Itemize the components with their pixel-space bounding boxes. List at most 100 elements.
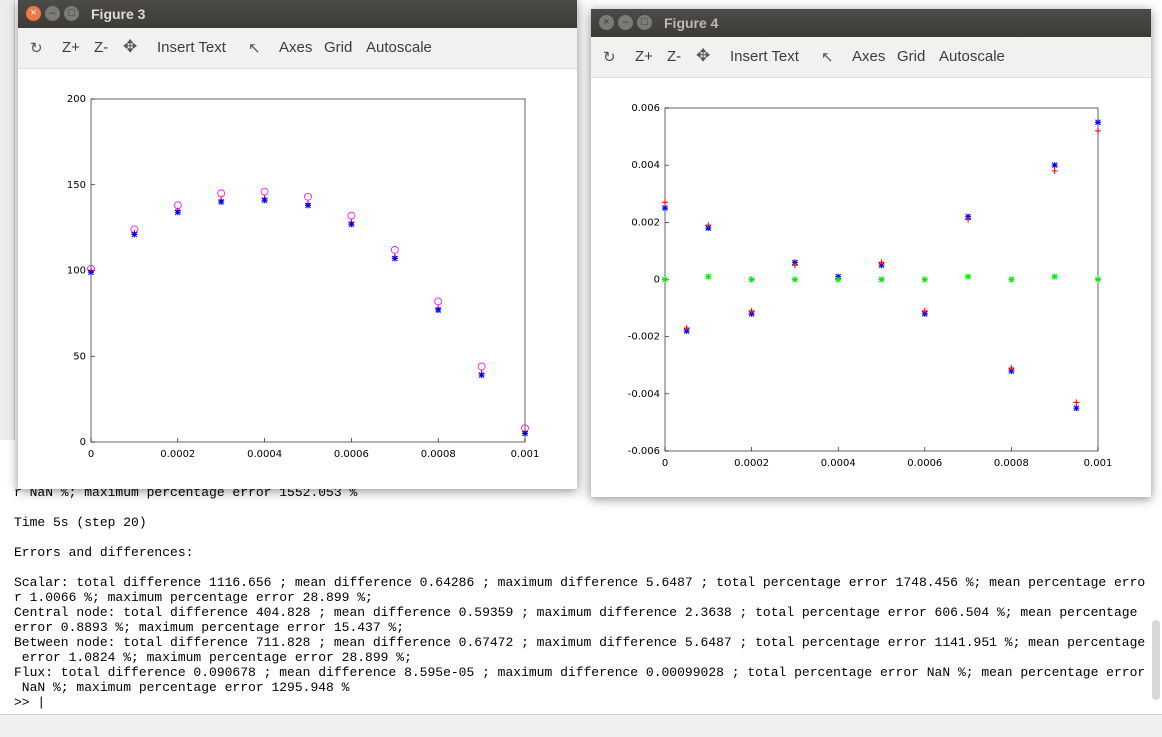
data-point [748, 276, 755, 283]
terminal-line: NaN %; maximum percentage error 1295.948… [14, 680, 350, 695]
terminal-line: Central node: total difference 404.828 ;… [14, 605, 1138, 620]
minimize-icon[interactable]: – [618, 15, 633, 30]
x-tick-label: 0.0008 [421, 449, 456, 460]
data-point [878, 259, 885, 266]
y-tick-label: -0.004 [628, 389, 660, 400]
close-icon[interactable]: × [599, 15, 614, 30]
x-tick-label: 0.0002 [160, 449, 195, 460]
data-point [791, 276, 798, 283]
terminal-line [14, 500, 1154, 515]
data-point [662, 199, 668, 206]
data-point [1051, 167, 1058, 174]
window-title: Figure 4 [664, 15, 719, 31]
figure-3-titlebar[interactable]: × – □ Figure 3 [18, 0, 577, 28]
zoom-in-button[interactable]: Z+ [62, 39, 80, 56]
series-1 [88, 195, 528, 435]
x-tick-label: 0 [88, 449, 94, 460]
data-point [965, 273, 972, 280]
data-point [1095, 276, 1101, 283]
zoom-in-button[interactable]: Z+ [635, 48, 653, 65]
grid-button[interactable]: Grid [897, 48, 926, 65]
figure-4-window[interactable]: × – □ Figure 4 ↻ Z+ Z- ✥ Insert Text ↖ A… [591, 9, 1151, 497]
data-point [662, 205, 668, 212]
terminal-line: error 1.0824 %; maximum percentage error… [14, 650, 412, 665]
x-tick-label: 0.001 [1084, 458, 1113, 469]
data-point [1095, 119, 1101, 126]
y-tick-label: 0 [80, 437, 86, 448]
data-point [835, 276, 842, 283]
terminal-scrollbar[interactable] [1152, 620, 1160, 700]
x-tick-label: 0.0002 [734, 458, 769, 469]
series-0 [87, 187, 529, 433]
data-point [662, 276, 668, 283]
zoom-out-button[interactable]: Z- [667, 48, 682, 65]
terminal-line: Flux: total difference 0.090678 ; mean d… [14, 665, 1146, 680]
insert-text-button[interactable]: Insert Text [157, 39, 226, 56]
data-point [304, 192, 312, 201]
data-point [1073, 405, 1080, 412]
figure-toolbar: ↻ Z+ Z- ✥ Insert Text ↖ Axes Grid Autosc… [18, 28, 577, 69]
insert-text-button[interactable]: Insert Text [730, 48, 799, 65]
axes-button[interactable]: Axes [279, 39, 313, 56]
rotate-icon[interactable]: ↻ [603, 49, 616, 66]
plot-frame [90, 98, 526, 443]
x-tick-label: 0.0006 [907, 458, 942, 469]
y-tick-label: -0.002 [628, 332, 660, 343]
data-point [965, 216, 972, 223]
data-point [921, 276, 928, 283]
rotate-icon[interactable]: ↻ [30, 40, 43, 57]
data-point [1051, 273, 1058, 280]
window-title: Figure 3 [91, 6, 146, 22]
data-point [391, 255, 398, 262]
minimize-icon[interactable]: – [45, 6, 60, 21]
autoscale-button[interactable]: Autoscale [366, 39, 432, 56]
pan-icon[interactable]: ✥ [123, 37, 138, 56]
data-point [218, 198, 225, 205]
x-tick-label: 0.0004 [821, 458, 856, 469]
data-point [260, 187, 269, 196]
data-point [478, 372, 485, 379]
y-tick-label: 0.004 [631, 160, 660, 171]
figure-3-plot[interactable]: 0 0.0002 0.0004 0.0006 0.0008 0.001 0 50 100 150 2… [18, 69, 577, 489]
data-point [748, 307, 755, 314]
data-point [705, 222, 712, 229]
data-point [705, 273, 712, 280]
figure-4-titlebar[interactable]: × – □ Figure 4 [591, 9, 1151, 37]
data-point [477, 362, 486, 371]
zoom-out-button[interactable]: Z- [94, 39, 109, 56]
data-point [683, 325, 690, 332]
pan-icon[interactable]: ✥ [696, 46, 711, 65]
series-2 [88, 197, 528, 437]
data-point [878, 276, 885, 283]
y-tick-label: -0.006 [628, 446, 660, 457]
figure-3-window[interactable]: × – □ Figure 3 ↻ Z+ Z- ✥ Insert Text ↖ A… [18, 0, 577, 489]
data-point [434, 297, 443, 306]
select-pointer-icon[interactable]: ↖ [821, 49, 834, 66]
terminal-line: Time 5s (step 20) [14, 515, 147, 530]
close-icon[interactable]: × [26, 6, 41, 21]
data-point [1008, 276, 1015, 283]
y-tick-label: 0.002 [631, 217, 660, 228]
select-pointer-icon[interactable]: ↖ [248, 40, 261, 57]
figure-4-plot[interactable]: 0 0.0002 0.0004 0.0006 0.0008 0.001 -0.006 -0.0… [591, 78, 1151, 497]
data-point [791, 262, 798, 269]
left-panel-edge [0, 0, 15, 440]
data-point [88, 269, 94, 276]
data-point [305, 202, 311, 209]
x-tick-label: 0 [662, 458, 668, 469]
terminal-line: error 0.8893 %; maximum percentage error… [14, 620, 405, 635]
data-point [1095, 127, 1101, 134]
axes-button[interactable]: Axes [852, 48, 886, 65]
terminal-line [14, 560, 1154, 575]
grid-button[interactable]: Grid [324, 39, 353, 56]
data-point [522, 430, 528, 437]
data-point [261, 197, 268, 204]
maximize-icon[interactable]: □ [637, 15, 652, 30]
data-point [1073, 399, 1080, 406]
maximize-icon[interactable]: □ [64, 6, 79, 21]
autoscale-button[interactable]: Autoscale [939, 48, 1005, 65]
series-2 [662, 273, 1101, 283]
terminal-line [14, 530, 1154, 545]
data-point [390, 246, 399, 254]
x-tick-label: 0.0008 [994, 458, 1029, 469]
